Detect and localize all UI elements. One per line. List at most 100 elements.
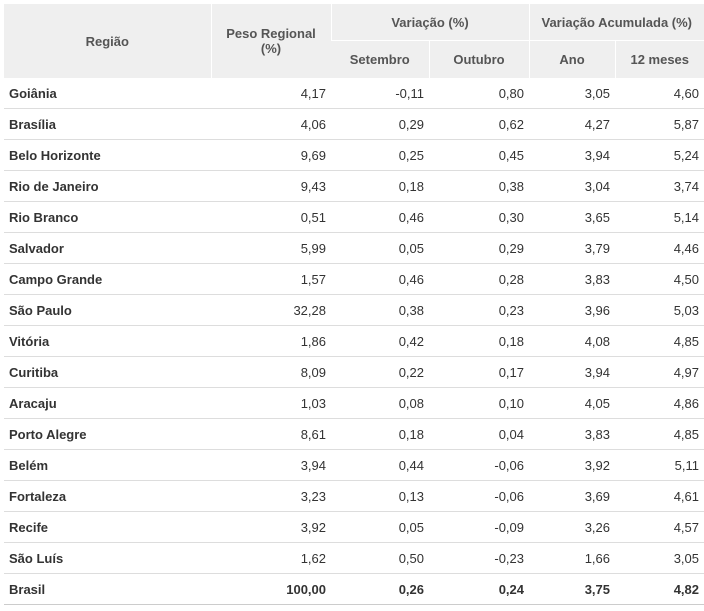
table-row: Vitória 1,86 0,42 0,18 4,08 4,85: [4, 325, 704, 357]
table-cell: 0,25: [331, 139, 429, 171]
header-text: Peso Regional: [226, 26, 316, 41]
table-cell: -0,09: [429, 511, 529, 543]
header-cell: Variação Acumulada (%): [528, 4, 704, 41]
table-cell: 3,04: [529, 170, 615, 202]
table-cell: Curitiba: [4, 356, 211, 388]
table-cell: 3,83: [529, 418, 615, 450]
table-cell: 5,14: [615, 201, 704, 233]
table-cell: 3,92: [211, 511, 331, 543]
table-cell: São Luís: [4, 542, 211, 574]
header-cell: Ano: [528, 40, 615, 78]
table-cell: 4,06: [211, 108, 331, 140]
table-cell: 0,17: [429, 356, 529, 388]
table-cell: São Paulo: [4, 294, 211, 326]
table-cell: 3,96: [529, 294, 615, 326]
table-cell: 0,04: [429, 418, 529, 450]
table-cell: 5,87: [615, 108, 704, 140]
table-cell: 0,29: [331, 108, 429, 140]
table-cell: 0,05: [331, 232, 429, 264]
table-body: Goiânia 4,17 -0,11 0,80 3,05 4,60 Brasília 4,06…: [4, 78, 704, 605]
table-cell: 4,08: [529, 325, 615, 357]
table-cell: 4,61: [615, 480, 704, 512]
table-row: Goiânia 4,17 -0,11 0,80 3,05 4,60: [4, 78, 704, 109]
table-cell: 5,03: [615, 294, 704, 326]
table-cell: 3,94: [211, 449, 331, 481]
header-cell: Outubro: [428, 40, 529, 78]
table-cell: 32,28: [211, 294, 331, 326]
table-row: Belo Horizonte 9,69 0,25 0,45 3,94 5,24: [4, 139, 704, 171]
table-cell: 8,61: [211, 418, 331, 450]
table-cell: 1,66: [529, 542, 615, 574]
table-cell: 4,97: [615, 356, 704, 388]
table-cell: 0,18: [331, 418, 429, 450]
table-cell: 4,60: [615, 78, 704, 109]
table-cell: Campo Grande: [4, 263, 211, 295]
table-row: Belém 3,94 0,44 -0,06 3,92 5,11: [4, 449, 704, 481]
table-cell: 0,26: [331, 573, 429, 605]
table-row: Salvador 5,99 0,05 0,29 3,79 4,46: [4, 232, 704, 264]
table-cell: 0,38: [331, 294, 429, 326]
table-cell: 1,57: [211, 263, 331, 295]
table-cell: 3,05: [529, 78, 615, 109]
table-cell: 1,03: [211, 387, 331, 419]
table-cell: 1,62: [211, 542, 331, 574]
table-cell: -0,11: [331, 78, 429, 109]
table-cell: Belo Horizonte: [4, 139, 211, 171]
table-cell: 0,44: [331, 449, 429, 481]
table-row: Fortaleza 3,23 0,13 -0,06 3,69 4,61: [4, 480, 704, 512]
table-cell: 1,86: [211, 325, 331, 357]
table-cell: 9,69: [211, 139, 331, 171]
table-cell: 5,11: [615, 449, 704, 481]
table-cell: Goiânia: [4, 78, 211, 109]
table-cell: Rio Branco: [4, 201, 211, 233]
table-cell: 3,79: [529, 232, 615, 264]
table-cell: Aracaju: [4, 387, 211, 419]
table-cell: 0,10: [429, 387, 529, 419]
table-cell: 4,46: [615, 232, 704, 264]
table-row: Curitiba 8,09 0,22 0,17 3,94 4,97: [4, 356, 704, 388]
header-cell: Variação (%): [330, 4, 529, 41]
table-row: Campo Grande 1,57 0,46 0,28 3,83 4,50: [4, 263, 704, 295]
table-cell: 0,42: [331, 325, 429, 357]
table-cell: 3,94: [529, 356, 615, 388]
table-row: São Luís 1,62 0,50 -0,23 1,66 3,05: [4, 542, 704, 574]
data-table: Região Peso Regional (%) Variação (%) Var…: [4, 4, 704, 605]
table-cell: 100,00: [211, 573, 331, 605]
table-cell: 0,80: [429, 78, 529, 109]
table-row: Brasília 4,06 0,29 0,62 4,27 5,87: [4, 108, 704, 140]
header-cell: Região: [4, 4, 211, 78]
table-cell: Belém: [4, 449, 211, 481]
table-cell: 5,99: [211, 232, 331, 264]
table-row: Porto Alegre 8,61 0,18 0,04 3,83 4,85: [4, 418, 704, 450]
header-text: (%): [260, 41, 282, 56]
table-cell: 4,27: [529, 108, 615, 140]
table-cell: 3,23: [211, 480, 331, 512]
table-cell: 0,08: [331, 387, 429, 419]
table-cell: -0,06: [429, 480, 529, 512]
table-cell: 0,23: [429, 294, 529, 326]
table-cell: 4,82: [615, 573, 704, 605]
table-row: Rio de Janeiro 9,43 0,18 0,38 3,04 3,74: [4, 170, 704, 202]
table-cell: 0,46: [331, 201, 429, 233]
table-cell: Salvador: [4, 232, 211, 264]
table-cell: 0,18: [331, 170, 429, 202]
table-cell: -0,23: [429, 542, 529, 574]
table-row: São Paulo 32,28 0,38 0,23 3,96 5,03: [4, 294, 704, 326]
table-cell: 9,43: [211, 170, 331, 202]
table-cell: 0,45: [429, 139, 529, 171]
table-cell: 0,22: [331, 356, 429, 388]
table-cell: 3,75: [529, 573, 615, 605]
table-cell: 0,46: [331, 263, 429, 295]
table-cell: -0,06: [429, 449, 529, 481]
table-cell: 4,50: [615, 263, 704, 295]
table-cell: 0,29: [429, 232, 529, 264]
table-cell: 3,26: [529, 511, 615, 543]
table-row: Recife 3,92 0,05 -0,09 3,26 4,57: [4, 511, 704, 543]
table-cell: 3,92: [529, 449, 615, 481]
table-cell: 3,69: [529, 480, 615, 512]
table-cell: 4,86: [615, 387, 704, 419]
table-cell: 5,24: [615, 139, 704, 171]
table-cell: 4,85: [615, 418, 704, 450]
table-cell: 0,30: [429, 201, 529, 233]
